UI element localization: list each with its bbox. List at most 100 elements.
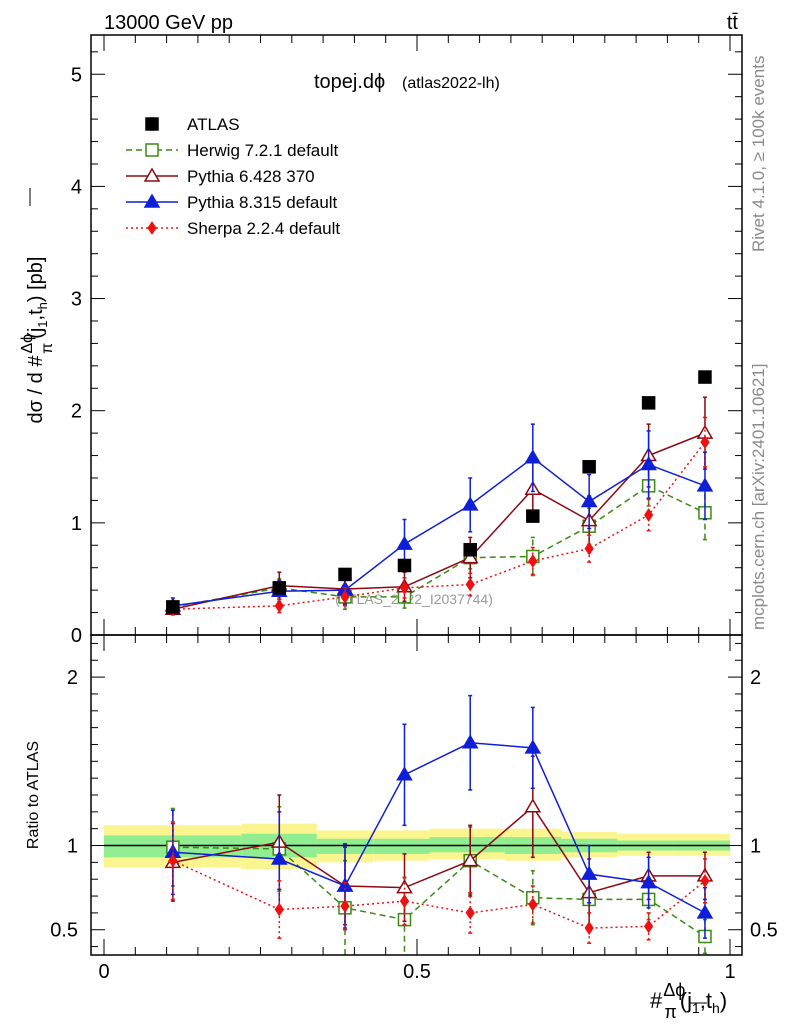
py8-line [172, 456, 706, 607]
main-y-tick-label: 3 [71, 289, 82, 311]
ratio-y-axis-label: Ratio to ATLAS [25, 741, 42, 849]
ratio-plot-frame [90, 634, 743, 956]
ratio-y-tick-label-right: 1 [750, 836, 761, 858]
py8-point [580, 493, 598, 508]
ylabel-j: (j [25, 328, 47, 339]
series-sherpa [168, 416, 710, 617]
ylabel-j-sub: 1 [35, 320, 50, 327]
atlas-point [166, 600, 180, 614]
sherpa-ratio-point [528, 897, 538, 912]
legend-swatch-marker [143, 193, 161, 208]
herwig-line [172, 484, 706, 608]
main-subtitle: (atlas2022-lh) [402, 75, 500, 92]
ratio-series-py8 [164, 694, 714, 939]
sherpa-ratio-point [274, 902, 284, 917]
legend-label: Herwig 7.2.1 default [187, 141, 338, 160]
py6-line [172, 432, 706, 610]
sherpa-point [465, 577, 475, 592]
series-py8 [164, 423, 714, 615]
sherpa-ratio-point [399, 894, 410, 909]
ratio-band-green [373, 838, 430, 854]
sherpa-point [399, 580, 410, 595]
main-y-axis: 0 1 2 3 4 5 [71, 51, 742, 647]
xlabel-j-sub: 1 [692, 1000, 700, 1016]
ratio-y-tick-label: 2 [67, 667, 78, 689]
py6-ratio-point [396, 879, 413, 894]
py8-ratio-point [524, 739, 542, 754]
py8-point [461, 496, 479, 511]
sherpa-ratio-point [700, 873, 710, 888]
ratio-band-green [429, 837, 505, 853]
legend-entry-atlas: ATLAS [145, 115, 240, 134]
sherpa-point [274, 598, 284, 613]
ratio-y-axis: 0.5 0.5 1 1 2 2 [50, 642, 778, 948]
analysis-watermark: (ATLAS_2022_I2037744) [335, 591, 493, 607]
ylabel-prefix: dσ / d # [25, 355, 47, 424]
main-y-axis-label: dσ / d #Δϕ π (j1,th) [pb] [19, 257, 56, 424]
ratio-x-tick-label: 0.5 [403, 961, 431, 983]
legend-entry-py6: Pythia 6.428 370 [126, 167, 315, 186]
ratio-y-tick-label: 0.5 [50, 920, 78, 942]
atlas-point [272, 581, 287, 595]
legend-label: Sherpa 2.2.4 default [187, 219, 340, 238]
sherpa-ratio-point [340, 899, 350, 914]
sherpa-point [340, 589, 350, 604]
sherpa-point [584, 541, 594, 556]
header-energy-label: 13000 GeV pp [104, 12, 233, 34]
py8-ratio-point [640, 874, 657, 889]
legend-swatch-marker [147, 221, 157, 235]
sherpa-ratio-point [465, 905, 475, 920]
svg-text:dσ / d #Δϕπ(j1,th) [pb]: dσ / d #Δϕ π (j1,th) [pb] [19, 257, 56, 424]
py8-point [640, 456, 657, 471]
ylabel-t-sub: h [35, 302, 50, 309]
py8-point [696, 477, 714, 492]
main-title: topej.dϕ [314, 71, 385, 93]
source-label: mcplots.cern.ch [arXiv:2401.10621] [749, 364, 768, 630]
atlas-point [641, 396, 656, 410]
py8-ratio-point [270, 850, 288, 865]
main-y-tick-label: 2 [71, 401, 82, 423]
legend-label: ATLAS [187, 115, 240, 134]
py8-point [524, 449, 542, 464]
sherpa-point [528, 554, 538, 568]
main-y-tick-label: 1 [71, 513, 82, 535]
xlabel-prefix: # [650, 988, 663, 1013]
xlabel-frac-den: π [664, 1002, 676, 1022]
py8-ratio-point [580, 865, 598, 880]
main-x-ticks [103, 35, 731, 635]
ratio-y-tick-label-right: 0.5 [750, 920, 778, 942]
atlas-point [526, 509, 540, 523]
sherpa-point [700, 435, 710, 450]
py8-point [396, 535, 413, 550]
sherpa-point [644, 508, 654, 522]
ratio-x-tick-label: 1 [724, 961, 735, 983]
sherpa-ratio-point [168, 853, 178, 868]
main-panel: 0 1 2 3 4 5 topej.dϕ (atlas2022-lh) (ATLAS_20… [19, 34, 743, 647]
legend-entry-py8: Pythia 8.315 default [126, 193, 338, 212]
sherpa-ratio-point [644, 919, 654, 934]
svg-text:#Δϕπ(j1,th): #Δϕ π (j1,th) [650, 980, 727, 1022]
ratio-uncertainty-bands [104, 823, 730, 870]
legend-swatch-marker [145, 143, 159, 157]
ratio-x-axis: 0 0.5 1 [98, 635, 736, 983]
atlas-point [338, 567, 352, 582]
main-y-tick-label: 5 [71, 64, 82, 86]
py8-ratio-point [696, 904, 714, 919]
py8-ratio-point [396, 766, 413, 781]
main-y-tick-label: 0 [71, 625, 82, 647]
main-y-tick-label: 4 [71, 176, 82, 198]
py6-ratio-point [524, 798, 542, 813]
ratio-x-tick-label: 0 [98, 961, 109, 983]
ylabel-unit: ) [pb] [25, 257, 47, 303]
legend-entry-herwig: Herwig 7.2.1 default [126, 141, 338, 160]
sherpa-ratio-line [172, 860, 706, 929]
sherpa-line [172, 441, 706, 610]
xlabel-t-sub: h [712, 1000, 720, 1016]
ylabel-frac-den: π [39, 343, 56, 354]
xlabel-frac-num: Δϕ [663, 980, 685, 1000]
py8-ratio-point [336, 877, 354, 892]
legend-entry-sherpa: Sherpa 2.2.4 default [126, 219, 340, 238]
py8-ratio-point [461, 734, 479, 749]
legend: ATLAS Herwig 7.2.1 default Pythia 6.428 37… [126, 115, 340, 238]
